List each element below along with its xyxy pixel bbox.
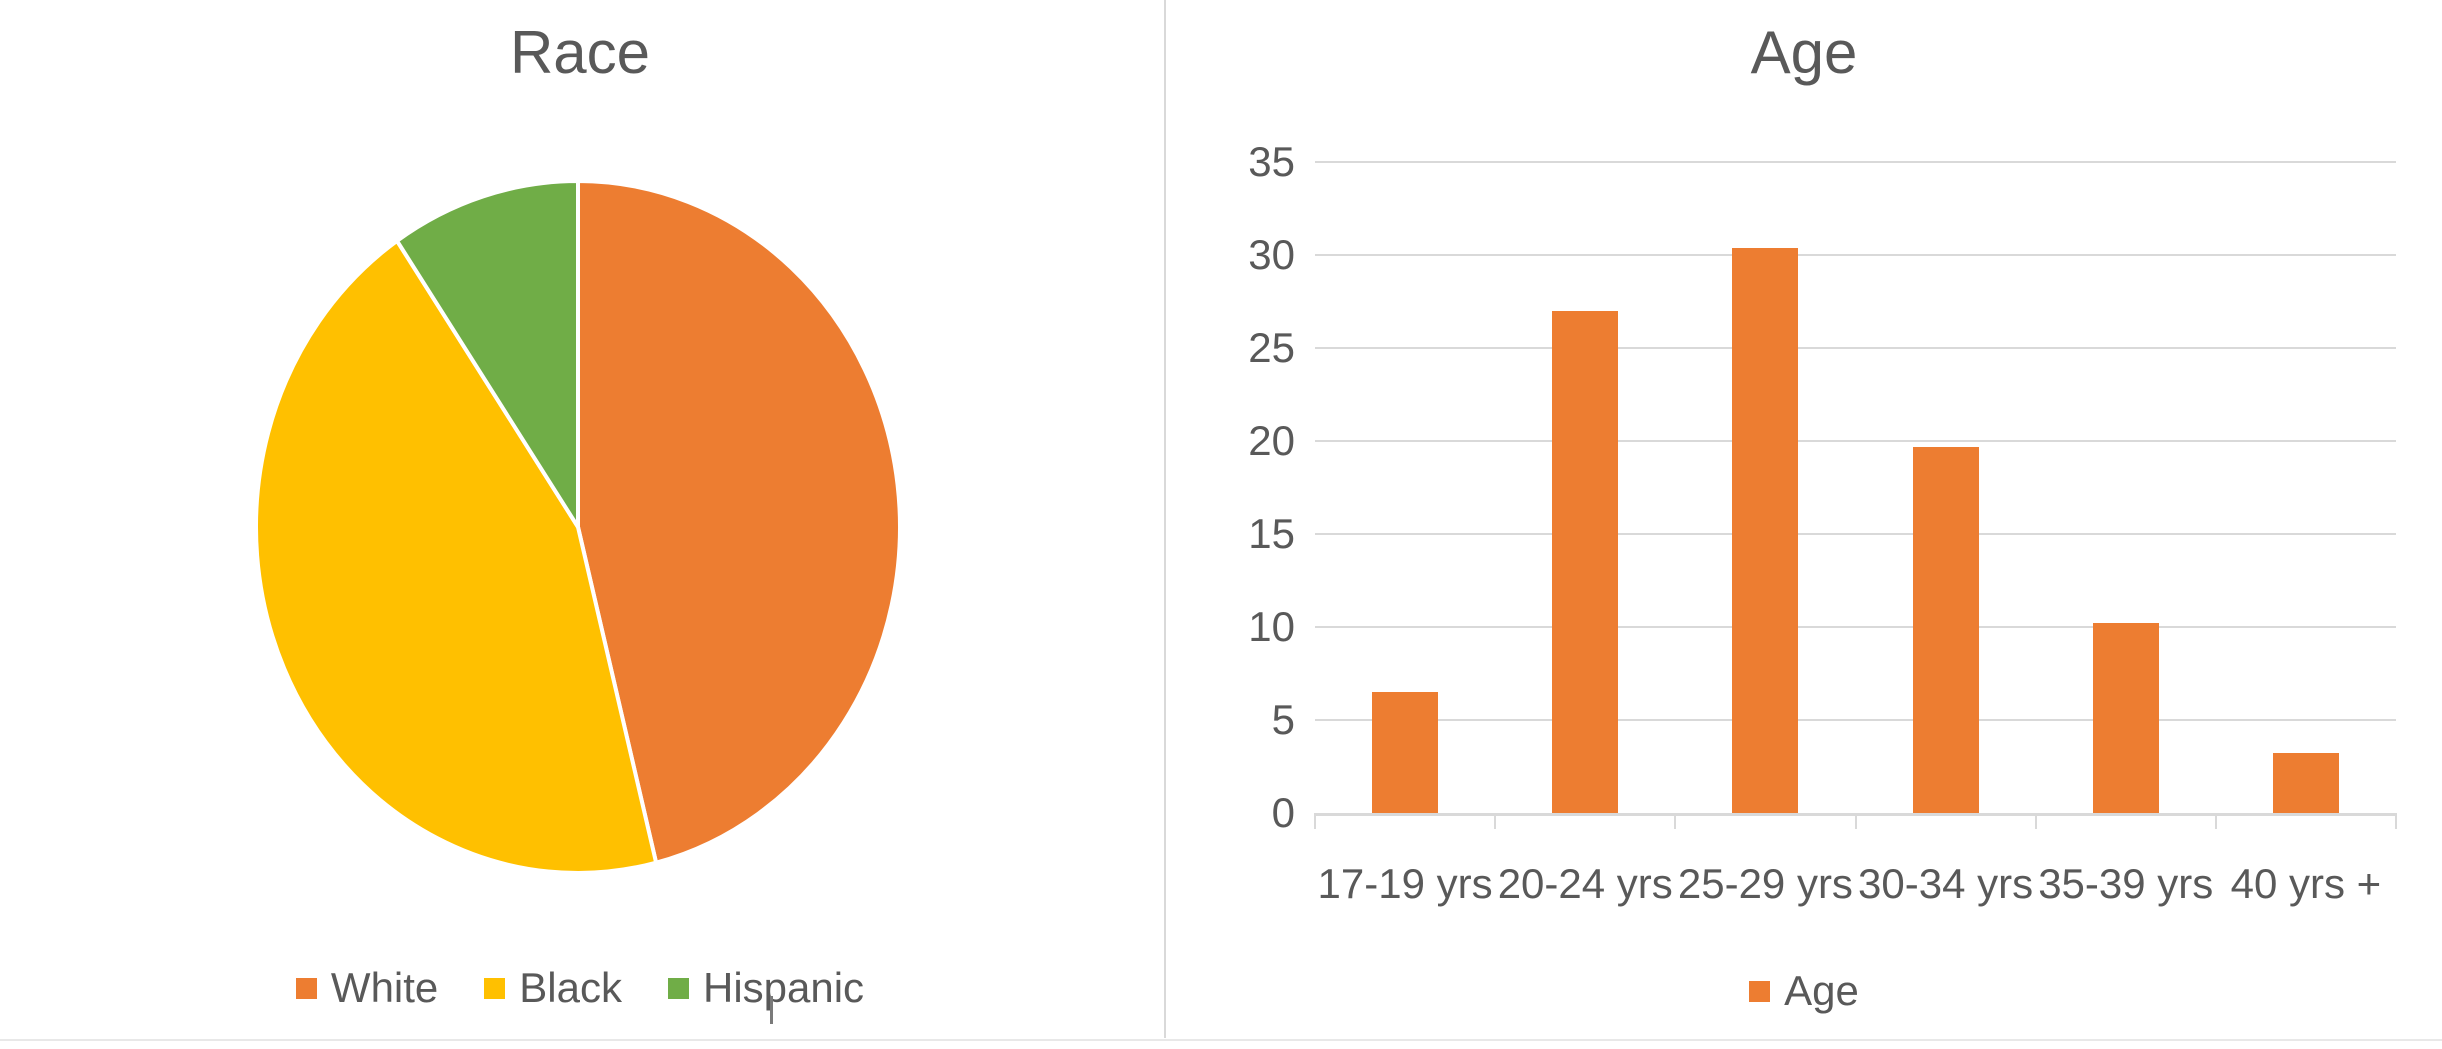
pie-legend: White Black Hispanic	[0, 960, 1160, 1016]
y-axis-label-35: 35	[1248, 138, 1295, 185]
gridline-15	[1315, 533, 2396, 535]
legend-swatch-icon	[295, 977, 317, 999]
x-axis-tick	[1314, 813, 1316, 829]
bar-legend-label: Age	[1784, 967, 1859, 1014]
bar-chart-panel[interactable]: Age 0 5 10 15 20 25 30 35 17-19 yrs 20-24 yrs 25-2…	[1166, 0, 2442, 1049]
bar-30-34 yrs	[1912, 446, 1979, 813]
bar-35-39 yrs	[2092, 623, 2159, 813]
x-axis-label-25-29 yrs: 25-29 yrs	[1677, 860, 1853, 907]
x-axis-tick	[1674, 813, 1677, 829]
y-axis-label-5: 5	[1271, 696, 1295, 743]
gridline-20	[1315, 440, 2396, 442]
x-axis-label-17-19 yrs: 17-19 yrs	[1317, 860, 1493, 907]
y-axis-label-25: 25	[1248, 324, 1295, 371]
legend-swatch-icon	[484, 977, 506, 999]
gridline-25	[1315, 347, 2396, 349]
y-axis-label-10: 10	[1248, 603, 1295, 650]
x-axis-tick	[1494, 813, 1497, 829]
bar-25-29 yrs	[1732, 247, 1799, 813]
pie-legend-item-hispanic: Hispanic	[667, 964, 865, 1012]
x-axis-label-30-34 yrs: 30-34 yrs	[1858, 860, 2034, 907]
x-axis-label-40 yrs +: 40 yrs +	[2230, 860, 2382, 907]
bar-legend: Age	[1166, 963, 2442, 1019]
legend-swatch-icon	[667, 977, 689, 999]
gridline-30	[1315, 254, 2396, 256]
x-axis-label-20-24 yrs: 20-24 yrs	[1497, 860, 1673, 907]
pie-legend-item-black: Black	[484, 964, 622, 1012]
pie-legend-label: Black	[519, 964, 622, 1011]
y-axis-label-30: 30	[1248, 231, 1295, 278]
gridline-5	[1315, 719, 2396, 721]
gridline-35	[1315, 161, 2396, 163]
bottom-border-line	[0, 1039, 2442, 1041]
y-axis-label-0: 0	[1271, 789, 1295, 836]
pie-legend-label: White	[330, 964, 439, 1011]
x-axis-label-35-39 yrs: 35-39 yrs	[2038, 860, 2214, 907]
pie-slice-hispanic	[395, 179, 580, 529]
gridline-10	[1315, 626, 2396, 628]
x-axis-tick	[2034, 813, 2037, 829]
legend-swatch-icon	[1749, 980, 1771, 1002]
pie-chart-panel[interactable]: Race White Black Hispanic	[0, 0, 1166, 1049]
x-axis-tick	[2395, 813, 2397, 829]
bar-17-19 yrs	[1372, 692, 1439, 813]
bar-chart-title: Age	[1750, 19, 1858, 86]
pie-slice-white	[576, 179, 902, 865]
x-axis-tick	[1854, 813, 1857, 829]
bar-40 yrs +	[2272, 753, 2339, 813]
bar-plot-area: 0 5 10 15 20 25 30 35 17-19 yrs 20-24 yrs 25-29 yr…	[1166, 0, 2442, 1049]
pie-graphic	[254, 179, 902, 875]
caret-mark	[770, 996, 773, 1024]
panel-divider-line	[1164, 0, 1166, 1038]
pie-legend-item-white: White	[295, 964, 439, 1012]
pie-legend-label: Hispanic	[702, 964, 865, 1011]
y-axis-label-20: 20	[1248, 417, 1295, 464]
y-axis-label-15: 15	[1248, 510, 1295, 557]
bar-legend-item-age: Age	[1749, 967, 1859, 1015]
x-axis-tick	[2214, 813, 2217, 829]
pie-chart-title: Race	[509, 19, 651, 86]
bar-20-24 yrs	[1552, 310, 1619, 813]
pie-slice-black	[254, 238, 659, 875]
